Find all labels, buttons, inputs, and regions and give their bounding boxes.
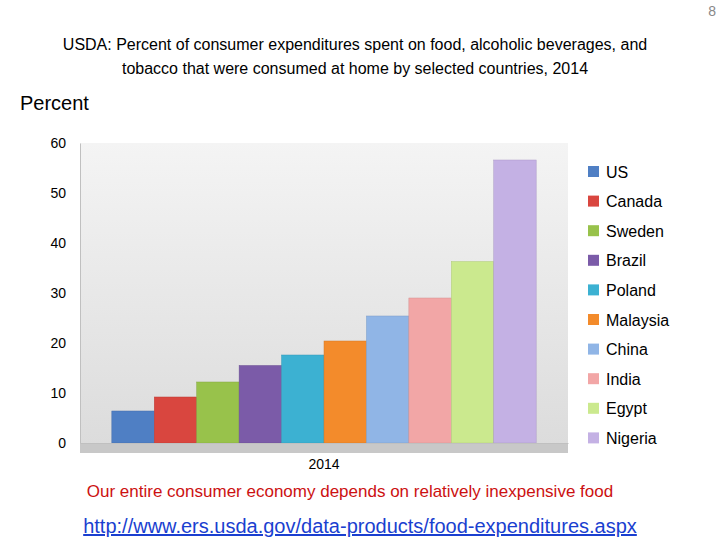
legend-swatch — [588, 403, 599, 414]
y-tick: 10 — [50, 385, 80, 401]
y-tick-label: 30 — [50, 285, 66, 301]
legend-swatch — [588, 196, 599, 207]
legend-label: US — [606, 164, 628, 181]
bar — [282, 355, 324, 443]
x-axis: 2014 — [81, 443, 569, 472]
bar — [197, 382, 239, 443]
y-tick-label: 20 — [50, 335, 66, 351]
bars — [112, 160, 536, 443]
bar — [451, 262, 493, 444]
legend: US Canada Sweden Brazil Poland Malaysia China I… — [588, 164, 669, 447]
plot-background — [80, 143, 568, 443]
y-tick: 30 — [50, 285, 80, 301]
legend-swatch — [588, 432, 599, 443]
legend-swatch — [588, 314, 599, 325]
y-tick-label: 40 — [50, 235, 66, 251]
bar — [494, 160, 536, 443]
chart: 8 USDA: Percent of consumer expenditures … — [0, 0, 720, 540]
legend-label: Sweden — [606, 223, 664, 240]
y-tick-label: 10 — [50, 385, 66, 401]
plot-floor — [80, 443, 568, 453]
legend-label: Malaysia — [606, 312, 669, 329]
bar — [324, 341, 366, 443]
legend-label: Nigeria — [606, 430, 657, 447]
legend-swatch — [588, 225, 599, 236]
y-tick-label: 50 — [50, 185, 66, 201]
x-axis-line — [81, 443, 569, 444]
y-axis: 0 10 20 30 40 50 60 — [50, 135, 80, 451]
y-tick: 20 — [50, 335, 80, 351]
y-tick: 0 — [58, 435, 80, 451]
y-tick: 60 — [50, 135, 80, 151]
bar — [112, 411, 154, 443]
page-number: 8 — [708, 3, 716, 19]
legend-label: Poland — [606, 282, 656, 299]
y-tick-label: 0 — [58, 435, 66, 451]
bar — [154, 397, 196, 443]
legend-label: India — [606, 371, 641, 388]
title: USDA: Percent of consumer expenditures s… — [63, 36, 647, 77]
legend-label: Egypt — [606, 400, 647, 417]
legend-swatch — [588, 284, 599, 295]
legend-swatch — [588, 166, 599, 177]
caption: Our entire consumer economy depends on r… — [87, 482, 613, 501]
bar — [409, 298, 451, 443]
legend-swatch — [588, 255, 599, 266]
x-tick: 2014 — [308, 443, 339, 472]
source-link[interactable]: http://www.ers.usda.gov/data-products/fo… — [83, 515, 637, 537]
legend-label: China — [606, 341, 648, 358]
bar — [366, 316, 408, 443]
y-axis-title: Percent — [20, 92, 89, 114]
bar — [239, 366, 281, 444]
y-tick: 40 — [50, 235, 80, 251]
legend-label: Canada — [606, 193, 662, 210]
y-tick-label: 60 — [50, 135, 66, 151]
x-tick-label: 2014 — [308, 456, 339, 472]
y-axis-line — [80, 144, 81, 444]
legend-swatch — [588, 344, 599, 355]
legend-swatch — [588, 373, 599, 384]
y-tick: 50 — [50, 185, 80, 201]
legend-label: Brazil — [606, 252, 646, 269]
